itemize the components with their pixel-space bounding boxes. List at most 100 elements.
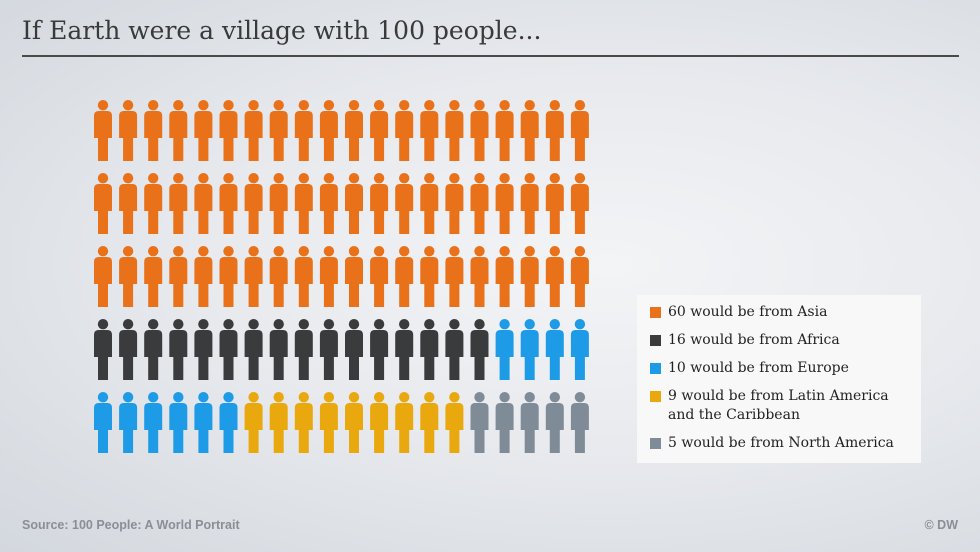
legend-label: 10 would be from Europe: [668, 360, 849, 376]
person-icon: [219, 392, 238, 453]
person-icon: [370, 319, 389, 380]
legend-item: 5 would be from North America: [650, 434, 921, 453]
legend-item: 10 would be from Europe: [650, 359, 921, 378]
person-icon: [445, 319, 464, 380]
person-icon: [345, 319, 363, 380]
page-title: If Earth were a village with 100 people.…: [22, 16, 542, 45]
person-icon: [495, 319, 514, 380]
person-icon: [545, 100, 564, 161]
person-icon: [545, 173, 564, 234]
person-icon: [395, 319, 414, 380]
person-icon: [94, 173, 112, 234]
person-icon: [219, 100, 238, 161]
person-icon: [470, 246, 489, 307]
person-icon: [244, 246, 263, 307]
person-icon: [545, 319, 564, 380]
person-icon: [570, 392, 589, 453]
person-icon: [470, 392, 489, 453]
person-icon: [345, 392, 363, 453]
legend-swatch: [650, 363, 661, 374]
person-icon: [294, 100, 313, 161]
person-icon: [169, 173, 188, 234]
person-icon: [545, 246, 564, 307]
person-icon: [194, 246, 213, 307]
person-icon: [269, 392, 288, 453]
legend-swatch: [650, 391, 661, 402]
person-icon: [420, 173, 439, 234]
person-icon: [420, 319, 439, 380]
person-icon: [520, 319, 539, 380]
person-icon: [445, 246, 464, 307]
person-icon: [144, 100, 163, 161]
person-icon: [294, 392, 313, 453]
person-icon: [420, 392, 439, 453]
person-icon: [570, 173, 589, 234]
person-icon: [144, 173, 163, 234]
legend-label: 60 would be from Asia: [668, 304, 828, 320]
person-icon: [94, 392, 112, 453]
person-icon: [345, 246, 363, 307]
legend-swatch: [650, 307, 661, 318]
person-icon: [495, 173, 514, 234]
person-icon: [269, 246, 288, 307]
legend-swatch: [650, 438, 661, 449]
person-icon: [395, 100, 414, 161]
person-icon: [94, 100, 112, 161]
legend-item: 60 would be from Asia: [650, 303, 921, 322]
person-icon: [194, 100, 213, 161]
legend: 60 would be from Asia 16 would be from Af…: [637, 295, 921, 463]
person-icon: [94, 319, 112, 380]
person-icon: [244, 173, 263, 234]
person-icon: [194, 319, 213, 380]
person-icon: [269, 173, 288, 234]
person-icon: [294, 173, 313, 234]
person-icon: [395, 173, 414, 234]
person-icon: [445, 173, 464, 234]
person-icon: [495, 100, 514, 161]
person-icon: [370, 392, 389, 453]
legend-item: 16 would be from Africa: [650, 331, 921, 350]
person-icon: [470, 173, 489, 234]
person-icon: [244, 100, 263, 161]
person-icon: [269, 100, 288, 161]
title-divider: [22, 55, 959, 57]
person-icon: [194, 173, 213, 234]
person-icon: [319, 319, 338, 380]
person-icon: [395, 392, 414, 453]
credit: © DW: [924, 518, 958, 532]
person-icon: [520, 392, 539, 453]
legend-swatch: [650, 335, 661, 346]
person-icon: [119, 100, 138, 161]
person-icon: [420, 100, 439, 161]
person-icon: [244, 392, 263, 453]
person-icon: [169, 392, 188, 453]
person-icon: [420, 246, 439, 307]
person-icon: [545, 392, 564, 453]
person-icon: [269, 319, 288, 380]
legend-label: 9 would be from Latin America and the Ca…: [668, 388, 889, 423]
person-icon: [119, 392, 138, 453]
person-icon: [370, 173, 389, 234]
person-icon: [319, 100, 338, 161]
legend-label: 16 would be from Africa: [668, 332, 840, 348]
person-icon: [94, 246, 112, 307]
source-note: Source: 100 People: A World Portrait: [22, 518, 240, 532]
person-icon: [319, 173, 338, 234]
person-icon: [294, 319, 313, 380]
person-icon: [570, 100, 589, 161]
person-icon: [345, 173, 363, 234]
person-icon: [520, 246, 539, 307]
person-icon: [119, 246, 138, 307]
person-icon: [319, 392, 338, 453]
person-icon: [520, 100, 539, 161]
person-icon: [119, 173, 138, 234]
person-icon: [244, 319, 263, 380]
person-icon: [219, 319, 238, 380]
person-icon: [395, 246, 414, 307]
person-icon: [445, 100, 464, 161]
person-icon: [520, 173, 539, 234]
person-icon: [144, 319, 163, 380]
person-icon: [219, 246, 238, 307]
person-icon: [144, 392, 163, 453]
